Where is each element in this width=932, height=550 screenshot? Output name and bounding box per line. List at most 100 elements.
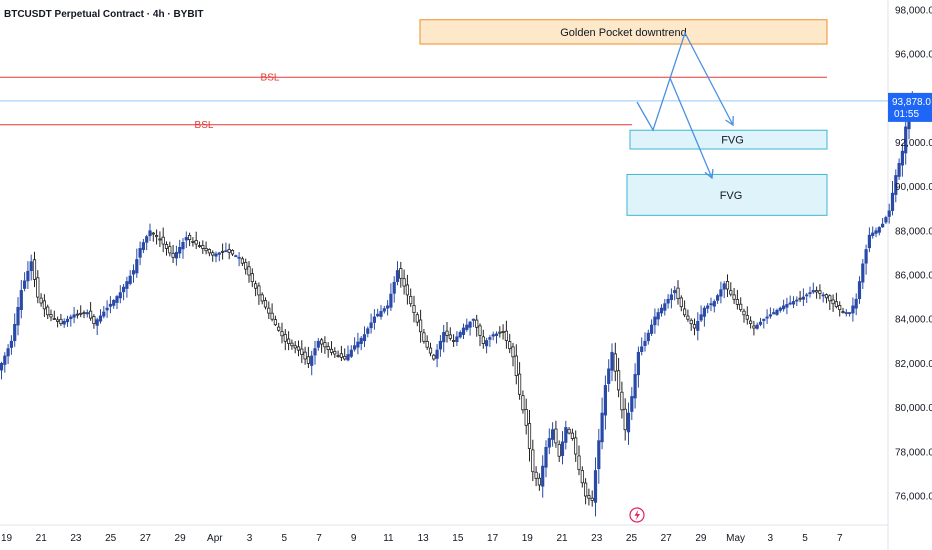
candle bbox=[461, 323, 466, 340]
candle-body bbox=[818, 290, 822, 294]
candle bbox=[772, 308, 776, 315]
candle-body bbox=[138, 248, 142, 258]
candle bbox=[392, 276, 396, 303]
bar-countdown: 01:55 bbox=[894, 109, 919, 120]
candle-body bbox=[617, 370, 621, 391]
candle bbox=[65, 315, 70, 327]
candle-body bbox=[531, 449, 535, 473]
candle bbox=[511, 343, 515, 367]
candle bbox=[372, 309, 377, 330]
lightning-bolt-icon[interactable] bbox=[629, 507, 645, 523]
candle-body bbox=[207, 249, 211, 254]
candle-body bbox=[428, 347, 433, 354]
price-tick-label: 84,000.0 bbox=[895, 315, 932, 326]
zones-layer: Golden Pocket downtrend FVG FVG bbox=[419, 19, 828, 216]
candle-body bbox=[293, 345, 297, 349]
golden-pocket-zone bbox=[419, 19, 828, 45]
candle-body bbox=[339, 353, 344, 358]
candle bbox=[168, 241, 172, 257]
candle-body bbox=[732, 294, 736, 300]
candle-body bbox=[389, 293, 393, 308]
candle-body bbox=[491, 334, 495, 337]
candle-body bbox=[821, 294, 825, 297]
candle bbox=[184, 231, 188, 248]
candle-body bbox=[105, 307, 109, 311]
candle bbox=[329, 341, 334, 356]
candle bbox=[590, 490, 594, 507]
candle-body bbox=[590, 497, 594, 501]
time-tick-label: 25 bbox=[105, 533, 117, 544]
candle-body bbox=[56, 319, 60, 322]
time-tick-label: 3 bbox=[247, 533, 253, 544]
candle-body bbox=[547, 438, 551, 448]
candle bbox=[580, 466, 584, 488]
candle-body bbox=[3, 355, 7, 365]
candle bbox=[42, 294, 47, 318]
candle bbox=[151, 231, 155, 242]
candle-body bbox=[897, 162, 901, 177]
candle-body bbox=[630, 396, 634, 412]
candle bbox=[732, 287, 736, 304]
candle-body bbox=[564, 427, 568, 443]
candle-body bbox=[518, 373, 522, 395]
candle-body bbox=[161, 236, 165, 245]
candle-body bbox=[148, 230, 152, 237]
candle-body bbox=[230, 250, 235, 255]
candle-body bbox=[415, 314, 419, 323]
candle bbox=[409, 288, 413, 307]
candle bbox=[702, 305, 707, 327]
candle bbox=[16, 297, 20, 336]
time-axis: 19 21 23 25 27 29 Apr 3 5 7 9 11 13 15 17 19 21 23 25 27 29 M… bbox=[1, 533, 843, 544]
candle-body bbox=[227, 249, 231, 253]
time-tick-label: 13 bbox=[418, 533, 430, 544]
candle bbox=[884, 215, 888, 225]
candle-body bbox=[824, 294, 829, 299]
candle bbox=[484, 337, 489, 354]
candle-body bbox=[511, 346, 515, 358]
candle bbox=[782, 299, 786, 312]
candle bbox=[653, 308, 657, 334]
candle bbox=[207, 248, 211, 257]
candle-body bbox=[659, 307, 664, 314]
candle-body bbox=[782, 305, 786, 310]
candle bbox=[234, 254, 238, 258]
time-tick-label: 11 bbox=[383, 533, 394, 544]
candle-body bbox=[458, 332, 462, 338]
candle-body bbox=[280, 331, 284, 337]
candle-body bbox=[234, 255, 238, 258]
candle bbox=[75, 309, 79, 319]
candle bbox=[280, 322, 284, 344]
candle bbox=[432, 353, 436, 361]
candle bbox=[537, 473, 542, 491]
candle-body bbox=[504, 330, 509, 341]
candle-body bbox=[39, 297, 43, 304]
candle-body bbox=[6, 348, 10, 357]
candle bbox=[607, 359, 611, 392]
candle bbox=[570, 428, 575, 441]
candle bbox=[534, 466, 538, 487]
candle bbox=[864, 244, 868, 275]
candle-body bbox=[498, 331, 502, 334]
candle bbox=[699, 305, 703, 323]
candle bbox=[438, 335, 443, 357]
candle-body bbox=[848, 312, 852, 314]
candle-body bbox=[811, 290, 815, 293]
candle bbox=[56, 316, 60, 328]
candle bbox=[504, 320, 509, 349]
candle-body bbox=[442, 332, 446, 343]
candle bbox=[237, 252, 241, 267]
candle bbox=[564, 420, 568, 450]
candle-body bbox=[758, 321, 763, 325]
candle bbox=[105, 300, 109, 318]
candle-body bbox=[584, 482, 588, 497]
candle-body bbox=[844, 312, 848, 314]
price-tick-label: 82,000.0 bbox=[895, 359, 932, 370]
candle bbox=[890, 181, 895, 216]
candle-body bbox=[181, 241, 185, 250]
candle bbox=[286, 331, 291, 351]
candle bbox=[36, 270, 40, 304]
candle bbox=[158, 231, 162, 248]
candle-body bbox=[260, 294, 264, 302]
candle bbox=[164, 241, 169, 256]
